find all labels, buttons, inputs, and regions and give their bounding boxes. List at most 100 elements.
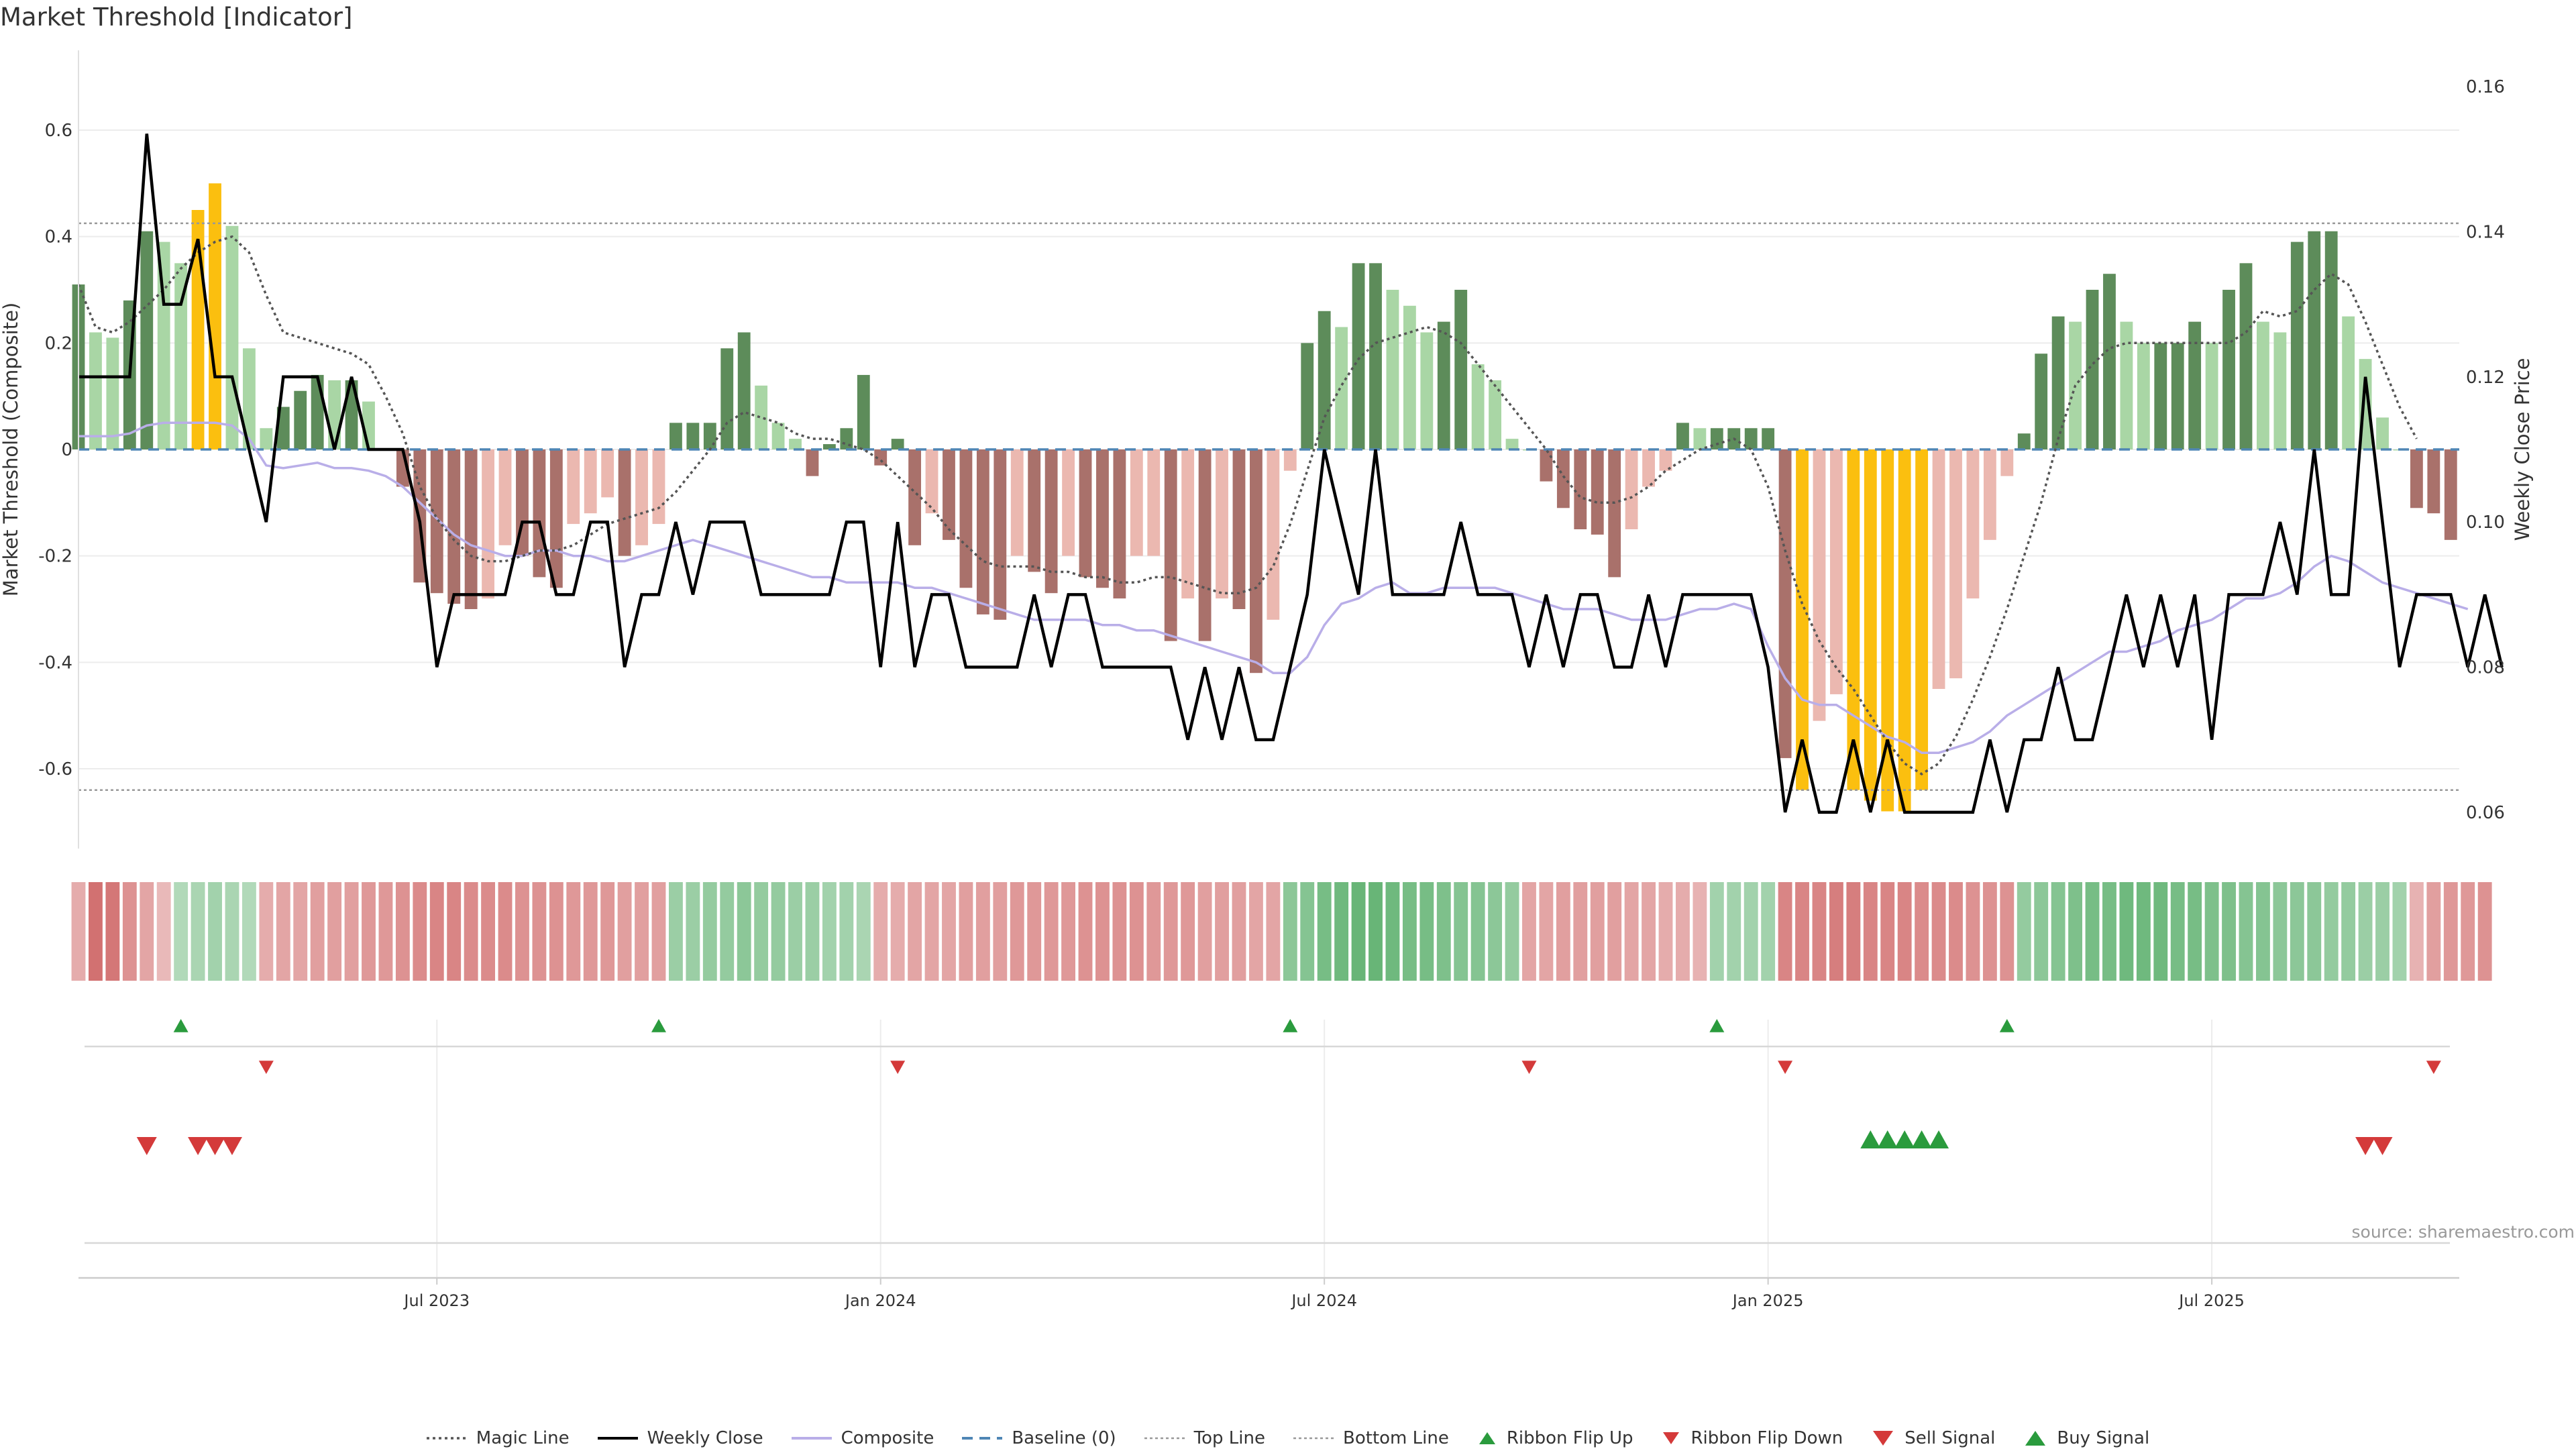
ribbon-cell xyxy=(1743,882,1758,981)
legend-label-sell-signal: Sell Signal xyxy=(1904,1428,1996,1448)
composite-bar xyxy=(1437,321,1450,449)
legend-item-magic-line: Magic Line xyxy=(426,1428,570,1448)
ribbon-cell xyxy=(1829,882,1843,981)
ribbon-cell xyxy=(1590,882,1605,981)
ribbon-cell xyxy=(2017,882,2031,981)
ribbon-cell xyxy=(1915,882,1929,981)
ribbon-cell xyxy=(924,882,939,981)
ribbon-cell xyxy=(1454,882,1468,981)
ribbon-cell xyxy=(1778,882,1792,981)
ribbon-cell xyxy=(1095,882,1110,981)
composite-bar xyxy=(140,231,154,449)
composite-bar xyxy=(157,241,170,449)
ribbon-cell xyxy=(549,882,564,981)
ribbon-cell xyxy=(140,882,154,981)
composite-bar xyxy=(209,183,221,449)
composite-bar xyxy=(1796,449,1809,790)
composite-bar xyxy=(584,449,597,514)
composite-bar xyxy=(1113,449,1126,599)
ribbon-cell xyxy=(1727,882,1741,981)
composite-bar xyxy=(618,449,631,556)
ribbon-cell xyxy=(1709,882,1724,981)
ribbon-cell xyxy=(1215,882,1229,981)
legend-label-weekly-close: Weekly Close xyxy=(647,1428,763,1448)
ribbon-cell xyxy=(259,882,274,981)
composite-bars xyxy=(72,183,2457,812)
composite-bar xyxy=(771,423,785,449)
composite-bar xyxy=(174,263,188,449)
ribbon-cell xyxy=(2255,882,2270,981)
composite-bar xyxy=(1608,449,1621,578)
buy-triangle-icon xyxy=(2025,1431,2046,1446)
legend-item-top-line: Top Line xyxy=(1144,1428,1265,1448)
y-left-tick-label: 0.6 xyxy=(45,121,72,141)
ribbon-cell xyxy=(498,882,513,981)
composite-bar xyxy=(345,380,358,449)
composite-bar xyxy=(260,428,273,449)
composite-bar xyxy=(1489,380,1502,449)
composite-bar xyxy=(2427,449,2440,514)
composite-line xyxy=(78,421,2469,754)
ribbon-cell xyxy=(447,882,462,981)
ribbon-cell xyxy=(241,882,256,981)
legend-item-ribbon-flip-down: Ribbon Flip Down xyxy=(1661,1428,1843,1448)
legend-swatch-baseline xyxy=(962,1437,1003,1440)
composite-bar xyxy=(1829,449,1843,694)
ribbon-cell xyxy=(1248,882,1263,981)
ribbon-cell xyxy=(378,882,393,981)
ribbon-cell xyxy=(1061,882,1076,981)
composite-bar xyxy=(2188,321,2202,449)
x-tick-label: Jan 2025 xyxy=(1731,1291,1804,1310)
ribbon-cell xyxy=(344,882,359,981)
composite-bar xyxy=(1710,428,1723,449)
ribbon-cell xyxy=(993,882,1008,981)
composite-bar xyxy=(2290,241,2304,449)
legend-label-magic-line: Magic Line xyxy=(476,1428,570,1448)
ribbon-cell xyxy=(174,882,189,981)
ribbon-cell xyxy=(1607,882,1622,981)
x-tick-label: Jul 2024 xyxy=(1290,1291,1357,1310)
ribbon-cell xyxy=(1419,882,1434,981)
ribbon-flip-down-marker xyxy=(1521,1061,1537,1074)
composite-bar xyxy=(2308,231,2321,449)
composite-bar xyxy=(2120,321,2133,449)
ribbon-cell xyxy=(481,882,496,981)
ribbon-cell xyxy=(1642,882,1656,981)
y-right-tick-label: 0.06 xyxy=(2466,803,2505,823)
ribbon-cell xyxy=(1863,882,1878,981)
ribbon-cell xyxy=(1539,882,1554,981)
ribbon-cell xyxy=(1812,882,1827,981)
sell-signal-marker xyxy=(136,1137,157,1155)
ribbon-cell xyxy=(225,882,239,981)
legend-label-baseline: Baseline (0) xyxy=(1012,1428,1116,1448)
composite-bar xyxy=(2239,263,2253,449)
ribbon-cell xyxy=(2461,882,2475,981)
ribbon-cell xyxy=(2085,882,2100,981)
composite-bar xyxy=(2086,290,2099,449)
buy-signal-marker xyxy=(1894,1130,1915,1148)
composite-bar xyxy=(1693,428,1707,449)
y-left-tick-label: -0.6 xyxy=(38,759,72,779)
ribbon-cell xyxy=(702,882,717,981)
composite-bar xyxy=(1591,449,1604,535)
composite-bar xyxy=(840,428,853,449)
ribbon-cell xyxy=(2068,882,2083,981)
ribbon-cell xyxy=(1078,882,1093,981)
composite-bar xyxy=(1676,423,1689,449)
ribbon-cell xyxy=(310,882,325,981)
composite-bar xyxy=(1625,449,1638,529)
composite-bar xyxy=(1454,290,1468,449)
sell-signal-marker xyxy=(205,1137,225,1155)
ribbon-flip-down-marker xyxy=(890,1061,906,1074)
ribbon-flip-down-marker xyxy=(1778,1061,1793,1074)
sell-signal-marker xyxy=(188,1137,209,1155)
legend-item-buy-signal: Buy Signal xyxy=(2023,1428,2149,1448)
ribbon-cell xyxy=(1982,882,1997,981)
ribbon-cell xyxy=(975,882,990,981)
composite-bar xyxy=(1062,449,1075,556)
composite-bar xyxy=(328,380,341,449)
composite-bar xyxy=(1898,449,1911,812)
composite-bar xyxy=(1642,449,1655,487)
buy-signal-marker xyxy=(1877,1130,1898,1148)
series-lines xyxy=(77,133,2504,814)
